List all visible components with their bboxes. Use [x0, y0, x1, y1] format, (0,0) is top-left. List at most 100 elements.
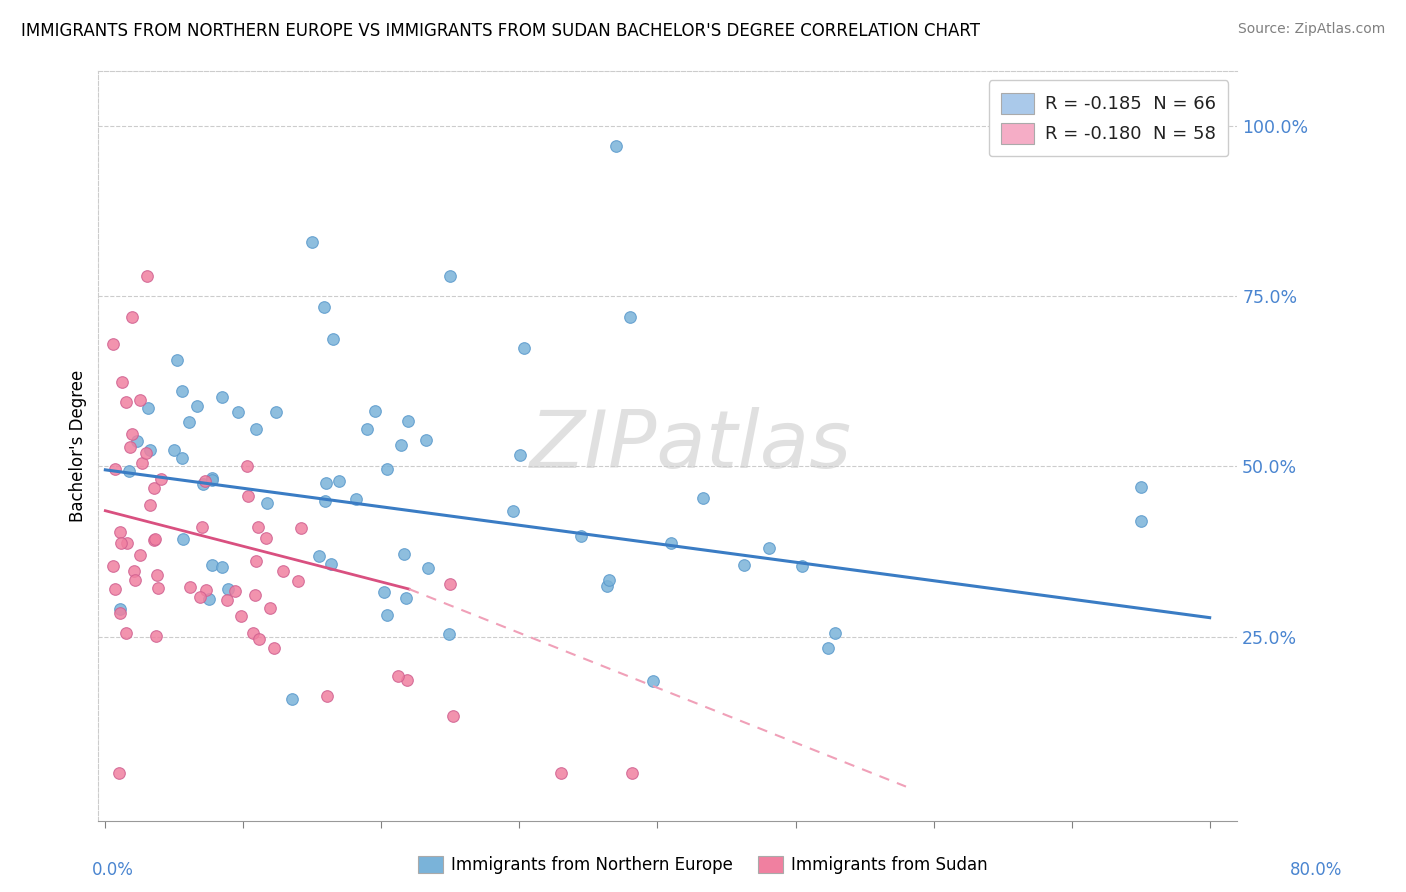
Point	[129, 548, 152, 562]
Point	[356, 422, 378, 436]
Y-axis label: Bachelor's Degree: Bachelor's Degree	[69, 370, 87, 522]
Point	[273, 564, 295, 578]
Point	[198, 592, 221, 607]
Point	[598, 573, 620, 587]
Point	[118, 464, 141, 478]
Point	[396, 414, 419, 428]
Point	[188, 591, 211, 605]
Point	[145, 629, 167, 643]
Point	[1129, 514, 1152, 528]
Point	[129, 392, 152, 407]
Point	[315, 475, 337, 490]
Point	[550, 766, 572, 780]
Point	[396, 673, 419, 687]
Point	[692, 491, 714, 505]
Point	[439, 268, 461, 283]
Point	[122, 564, 145, 578]
Text: 0.0%: 0.0%	[91, 861, 134, 879]
Point	[104, 462, 127, 476]
Point	[224, 584, 246, 599]
Point	[643, 674, 665, 689]
Point	[790, 558, 813, 573]
Point	[177, 415, 200, 429]
Point	[121, 427, 143, 442]
Point	[201, 473, 224, 487]
Point	[621, 766, 644, 780]
Point	[389, 438, 412, 452]
Point	[108, 525, 131, 540]
Point	[172, 384, 194, 398]
Point	[148, 581, 170, 595]
Point	[101, 336, 124, 351]
Point	[441, 708, 464, 723]
Point	[125, 434, 148, 448]
Point	[439, 577, 461, 591]
Point	[817, 641, 839, 656]
Point	[416, 561, 439, 575]
Point	[149, 472, 172, 486]
Point	[211, 560, 233, 574]
Point	[596, 579, 619, 593]
Point	[172, 532, 194, 546]
Point	[194, 474, 217, 488]
Point	[758, 541, 780, 555]
Point	[266, 405, 288, 419]
Point	[139, 498, 162, 512]
Point	[415, 434, 437, 448]
Point	[263, 641, 285, 656]
Point	[316, 689, 339, 703]
Point	[131, 456, 153, 470]
Point	[172, 451, 194, 466]
Point	[110, 536, 132, 550]
Point	[605, 139, 627, 153]
Point	[136, 401, 159, 416]
Point	[108, 606, 131, 620]
Point	[387, 669, 409, 683]
Point	[142, 481, 165, 495]
Point	[322, 332, 344, 346]
Point	[108, 602, 131, 616]
Text: Source: ZipAtlas.com: Source: ZipAtlas.com	[1237, 22, 1385, 37]
Point	[243, 588, 266, 602]
Point	[245, 554, 267, 568]
Point	[509, 448, 531, 462]
Point	[290, 521, 312, 535]
Point	[308, 549, 330, 563]
Point	[118, 440, 141, 454]
Text: ZIPatlas: ZIPatlas	[530, 407, 852, 485]
Point	[373, 584, 395, 599]
Point	[201, 471, 224, 485]
Point	[344, 491, 367, 506]
Point	[143, 533, 166, 547]
Point	[245, 422, 267, 436]
Point	[301, 235, 323, 249]
Point	[659, 535, 682, 549]
Point	[437, 626, 460, 640]
Legend: Immigrants from Northern Europe, Immigrants from Sudan: Immigrants from Northern Europe, Immigra…	[411, 849, 995, 881]
Point	[256, 496, 278, 510]
Point	[321, 558, 343, 572]
Point	[143, 533, 166, 547]
Point	[392, 547, 415, 561]
Point	[179, 580, 201, 594]
Point	[138, 443, 160, 458]
Point	[287, 574, 309, 588]
Point	[217, 592, 239, 607]
Legend: R = -0.185  N = 66, R = -0.180  N = 58: R = -0.185 N = 66, R = -0.180 N = 58	[988, 80, 1229, 156]
Point	[235, 458, 257, 473]
Point	[502, 503, 524, 517]
Point	[619, 310, 641, 324]
Point	[186, 399, 208, 413]
Point	[135, 446, 157, 460]
Point	[231, 609, 253, 624]
Point	[363, 403, 385, 417]
Point	[146, 568, 169, 582]
Point	[254, 531, 277, 545]
Point	[328, 475, 350, 489]
Point	[136, 268, 159, 283]
Point	[111, 375, 134, 389]
Text: IMMIGRANTS FROM NORTHERN EUROPE VS IMMIGRANTS FROM SUDAN BACHELOR'S DEGREE CORRE: IMMIGRANTS FROM NORTHERN EUROPE VS IMMIG…	[21, 22, 980, 40]
Point	[281, 691, 304, 706]
Point	[375, 608, 398, 623]
Point	[114, 395, 136, 409]
